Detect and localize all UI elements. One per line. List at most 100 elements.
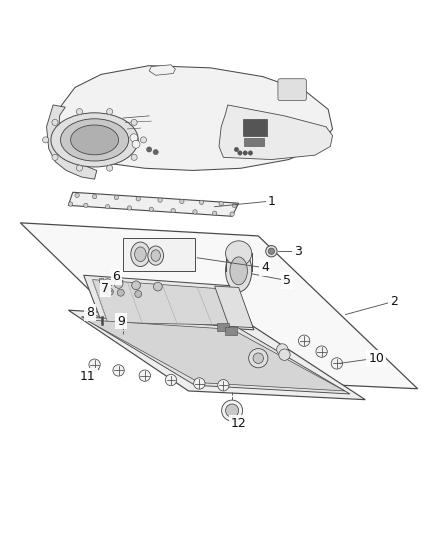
Text: 8: 8: [86, 306, 94, 319]
Polygon shape: [92, 280, 247, 326]
Circle shape: [132, 281, 141, 289]
Circle shape: [266, 246, 277, 257]
Ellipse shape: [148, 246, 163, 265]
Ellipse shape: [51, 113, 138, 167]
Circle shape: [253, 353, 264, 364]
Circle shape: [106, 205, 110, 209]
Bar: [243, 119, 267, 135]
Text: 11: 11: [80, 370, 96, 383]
Circle shape: [131, 119, 137, 125]
Bar: [99, 278, 103, 282]
Circle shape: [243, 151, 247, 155]
Circle shape: [277, 344, 288, 355]
Circle shape: [89, 359, 100, 370]
Circle shape: [268, 248, 275, 254]
Polygon shape: [49, 66, 332, 171]
Circle shape: [141, 137, 147, 143]
Text: 7: 7: [102, 282, 110, 295]
Circle shape: [193, 210, 197, 214]
Ellipse shape: [71, 125, 119, 155]
Circle shape: [139, 370, 150, 381]
Circle shape: [194, 378, 205, 389]
Polygon shape: [46, 105, 97, 179]
Ellipse shape: [226, 250, 252, 292]
Circle shape: [279, 349, 290, 360]
Circle shape: [249, 349, 268, 368]
Circle shape: [127, 206, 132, 210]
Circle shape: [130, 134, 138, 142]
Circle shape: [316, 346, 327, 357]
Circle shape: [68, 202, 73, 206]
Text: 2: 2: [390, 295, 398, 308]
Polygon shape: [219, 105, 332, 159]
Text: 10: 10: [368, 352, 384, 365]
Polygon shape: [81, 317, 350, 394]
Ellipse shape: [230, 257, 247, 285]
Polygon shape: [84, 275, 254, 330]
Circle shape: [171, 208, 175, 213]
Bar: [244, 138, 264, 147]
Circle shape: [230, 212, 234, 216]
Circle shape: [218, 379, 229, 391]
Circle shape: [135, 290, 142, 297]
Ellipse shape: [131, 242, 150, 266]
Circle shape: [52, 154, 58, 160]
Text: 3: 3: [293, 245, 301, 258]
Text: 12: 12: [231, 417, 247, 430]
Polygon shape: [68, 192, 239, 216]
Text: 9: 9: [117, 314, 125, 328]
Polygon shape: [68, 310, 365, 400]
Text: 5: 5: [283, 274, 291, 287]
Circle shape: [153, 149, 158, 155]
Text: 6: 6: [113, 270, 120, 284]
Circle shape: [149, 207, 153, 212]
Circle shape: [106, 165, 113, 171]
Ellipse shape: [226, 241, 252, 266]
Polygon shape: [86, 320, 345, 391]
Circle shape: [165, 374, 177, 386]
Circle shape: [153, 282, 162, 291]
Circle shape: [106, 109, 113, 115]
Circle shape: [103, 279, 112, 287]
Circle shape: [106, 288, 113, 295]
Circle shape: [234, 147, 239, 152]
Circle shape: [158, 198, 162, 203]
Circle shape: [76, 109, 82, 115]
Circle shape: [232, 203, 237, 207]
Circle shape: [92, 195, 97, 199]
Circle shape: [76, 165, 82, 171]
Circle shape: [75, 193, 79, 198]
Circle shape: [52, 119, 58, 125]
Bar: [217, 323, 230, 331]
Circle shape: [298, 335, 310, 346]
Circle shape: [248, 151, 253, 155]
Circle shape: [222, 400, 243, 421]
Circle shape: [132, 140, 140, 148]
Circle shape: [113, 365, 124, 376]
Bar: [225, 327, 237, 335]
Text: 1: 1: [268, 195, 276, 207]
Circle shape: [331, 358, 343, 369]
Circle shape: [180, 199, 184, 204]
Circle shape: [147, 147, 152, 152]
Circle shape: [114, 195, 119, 200]
Circle shape: [84, 203, 88, 207]
Ellipse shape: [60, 119, 129, 161]
FancyBboxPatch shape: [278, 79, 306, 101]
Polygon shape: [149, 65, 175, 75]
Polygon shape: [215, 286, 253, 328]
Circle shape: [131, 154, 137, 160]
Circle shape: [114, 280, 123, 288]
Bar: [123, 238, 195, 271]
Circle shape: [136, 197, 141, 201]
Circle shape: [42, 137, 49, 143]
Circle shape: [219, 201, 223, 206]
Circle shape: [117, 289, 124, 296]
Circle shape: [226, 404, 239, 417]
Polygon shape: [20, 223, 418, 389]
Circle shape: [238, 151, 242, 155]
Circle shape: [199, 200, 204, 205]
Circle shape: [212, 211, 217, 215]
Ellipse shape: [151, 250, 160, 261]
Text: 4: 4: [261, 261, 269, 274]
